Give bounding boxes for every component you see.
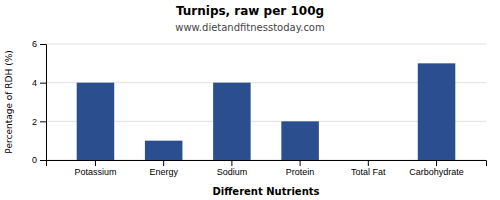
tick-label: 4 bbox=[32, 78, 37, 88]
plot-area: Potassium Energy Sodium Protein Total Fat Car… bbox=[32, 39, 487, 177]
tick-label: 2 bbox=[32, 117, 37, 127]
tick-mark bbox=[95, 160, 96, 166]
tick: 2 bbox=[32, 117, 46, 127]
tick-mark bbox=[368, 160, 369, 166]
title: Turnips, raw per 100g bbox=[176, 4, 324, 18]
chart-container: Potassium Energy Sodium Protein Total Fat Car… bbox=[0, 0, 500, 200]
tick-mark bbox=[40, 160, 46, 161]
tick: Sodium bbox=[217, 160, 248, 177]
axis-line bbox=[40, 45, 47, 161]
tick: 4 bbox=[32, 78, 46, 88]
tick: Carbohydrate bbox=[409, 160, 464, 177]
tick-label: Energy bbox=[149, 167, 178, 177]
tick-mark bbox=[40, 121, 46, 122]
axis-line bbox=[47, 161, 487, 167]
grid-line bbox=[46, 44, 486, 45]
tick: 0 bbox=[32, 155, 46, 165]
tick-mark bbox=[300, 160, 301, 166]
bars bbox=[77, 63, 456, 160]
bar bbox=[213, 83, 251, 160]
tick: Potassium bbox=[74, 160, 116, 177]
tick-label: 6 bbox=[32, 39, 37, 49]
tick-label: Potassium bbox=[74, 167, 116, 177]
tick: Total Fat bbox=[351, 160, 386, 177]
bar bbox=[418, 63, 456, 160]
tick-mark bbox=[436, 160, 437, 166]
x-axis: Potassium Energy Sodium Protein Total Fat Car… bbox=[47, 160, 487, 177]
subtitle: www.dietandfitnesstoday.com bbox=[175, 22, 324, 33]
y-axis-title: Percentage of RDH (%) bbox=[4, 50, 14, 153]
bar bbox=[77, 83, 115, 160]
bar bbox=[145, 141, 183, 160]
tick-mark bbox=[231, 160, 232, 166]
y-axis: 0 2 4 6 bbox=[32, 39, 47, 165]
tick-label: Sodium bbox=[217, 167, 248, 177]
tick-mark bbox=[40, 44, 46, 45]
tick: 6 bbox=[32, 39, 46, 49]
bar bbox=[350, 160, 388, 161]
tick-label: Protein bbox=[286, 167, 315, 177]
tick-label: Carbohydrate bbox=[409, 167, 464, 177]
bar bbox=[281, 121, 319, 160]
tick-label: 0 bbox=[32, 155, 37, 165]
tick-label: Total Fat bbox=[351, 167, 386, 177]
chart-svg: Potassium Energy Sodium Protein Total Fat Car… bbox=[0, 0, 500, 200]
tick: Energy bbox=[149, 160, 178, 177]
x-axis-title: Different Nutrients bbox=[213, 186, 320, 197]
tick: Protein bbox=[286, 160, 315, 177]
tick-mark bbox=[163, 160, 164, 166]
tick-mark bbox=[40, 83, 46, 84]
grid bbox=[46, 44, 486, 160]
